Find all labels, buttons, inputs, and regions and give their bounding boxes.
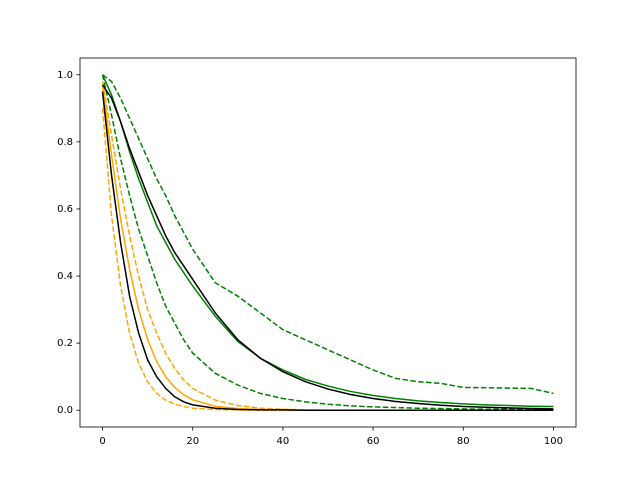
x-tick-label: 60 [367, 436, 380, 447]
series-line [102, 74, 554, 395]
series-line [101, 108, 554, 411]
series-line [101, 84, 554, 410]
x-tick-label: 80 [457, 436, 470, 447]
plot-frame [79, 57, 577, 428]
y-tick-label: 0.0 [57, 405, 73, 416]
series-line [101, 91, 554, 411]
series-line [101, 74, 554, 411]
y-tick-label: 0.8 [57, 137, 73, 148]
series-line [101, 74, 554, 408]
x-tick-label: 100 [544, 436, 563, 447]
x-tick-label: 40 [277, 436, 290, 447]
y-tick-label: 0.6 [57, 204, 73, 215]
x-tick-label: 0 [99, 436, 105, 447]
x-tick-label: 20 [186, 436, 199, 447]
y-tick-label: 1.0 [57, 70, 73, 81]
y-tick-label: 0.4 [57, 271, 73, 282]
series-line [101, 81, 554, 411]
y-tick-label: 0.2 [57, 338, 73, 349]
